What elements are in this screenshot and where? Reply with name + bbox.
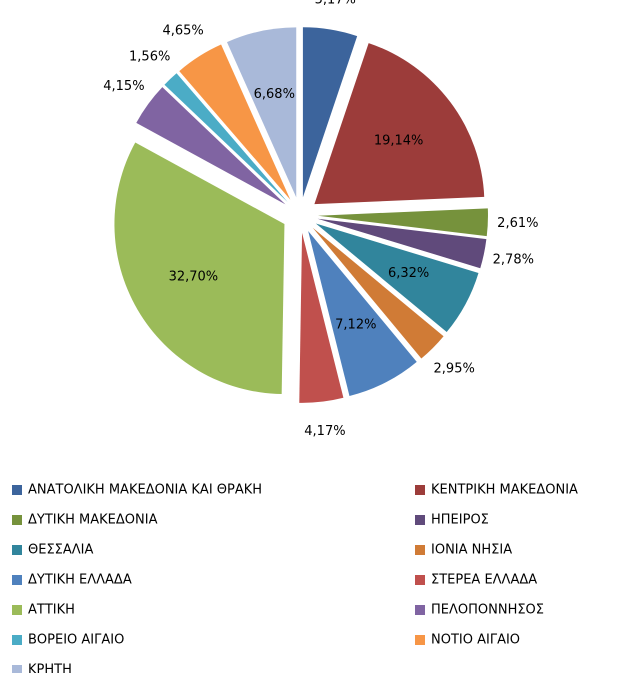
legend-swatch bbox=[415, 635, 425, 645]
pie-slice bbox=[226, 27, 297, 198]
data-label: 19,14% bbox=[374, 133, 424, 148]
legend-label: ΙΟΝΙΑ ΝΗΣΙΑ bbox=[431, 543, 512, 558]
data-label: 4,17% bbox=[304, 424, 345, 439]
pie-slice bbox=[136, 87, 286, 205]
pie-slice bbox=[317, 218, 487, 269]
legend-label: ΚΡΗΤΗ bbox=[28, 663, 72, 673]
data-label: 4,15% bbox=[103, 79, 144, 94]
pie-slice bbox=[299, 232, 344, 403]
legend-label: ΣΤΕΡΕΑ ΕΛΛΑΔΑ bbox=[431, 573, 537, 588]
pie-slice bbox=[114, 142, 285, 395]
legend-swatch bbox=[415, 605, 425, 615]
legend-swatch bbox=[12, 605, 22, 615]
legend-label: ΚΕΝΤΡΙΚΗ ΜΑΚΕΔΟΝΙΑ bbox=[431, 483, 578, 498]
legend-label: ΒΟΡΕΙΟ ΑΙΓΑΙΟ bbox=[28, 633, 124, 648]
legend-swatch bbox=[415, 485, 425, 495]
pie-slice bbox=[308, 231, 417, 396]
legend-label: ΔΥΤΙΚΗ ΜΑΚΕΔΟΝΙΑ bbox=[28, 513, 158, 528]
legend-swatch bbox=[415, 515, 425, 525]
legend-swatch bbox=[12, 635, 22, 645]
legend-label: ΑΝΑΤΟΛΙΚΗ ΜΑΚΕΔΟΝΙΑ ΚΑΙ ΘΡΑΚΗ bbox=[28, 483, 262, 498]
legend-swatch bbox=[12, 515, 22, 525]
data-label: 2,61% bbox=[497, 216, 538, 231]
data-label: 6,32% bbox=[388, 266, 429, 281]
legend-label: ΗΠΕΙΡΟΣ bbox=[431, 513, 489, 528]
pie-slice bbox=[317, 208, 488, 237]
legend-swatch bbox=[415, 545, 425, 555]
data-label: 5,17% bbox=[315, 0, 356, 7]
pie-slice bbox=[312, 227, 444, 359]
legend-label: ΝΟΤΙΟ ΑΙΓΑΙΟ bbox=[431, 633, 520, 648]
data-label: 6,68% bbox=[254, 87, 295, 102]
data-label: 1,56% bbox=[129, 50, 170, 65]
pie-slice bbox=[179, 44, 291, 200]
data-label: 2,78% bbox=[493, 253, 534, 268]
data-label: 32,70% bbox=[169, 270, 219, 285]
pie-slice bbox=[314, 43, 485, 205]
data-label: 7,12% bbox=[335, 318, 376, 333]
data-label: 4,65% bbox=[162, 23, 203, 38]
pie-slice bbox=[315, 223, 479, 333]
legend-label: ΑΤΤΙΚΗ bbox=[28, 603, 75, 618]
legend-swatch bbox=[12, 665, 22, 673]
pie-slice bbox=[302, 27, 358, 198]
legend-swatch bbox=[12, 575, 22, 585]
legend-swatch bbox=[12, 545, 22, 555]
legend-label: ΔΥΤΙΚΗ ΕΛΛΑΔΑ bbox=[28, 573, 132, 588]
legend-label: ΠΕΛΟΠΟΝΝΗΣΟΣ bbox=[431, 603, 544, 618]
legend-label: ΘΕΣΣΑΛΙΑ bbox=[28, 543, 93, 558]
legend-swatch bbox=[415, 575, 425, 585]
legend-swatch bbox=[12, 485, 22, 495]
pie-slice bbox=[164, 73, 288, 202]
data-label: 2,95% bbox=[434, 362, 475, 377]
